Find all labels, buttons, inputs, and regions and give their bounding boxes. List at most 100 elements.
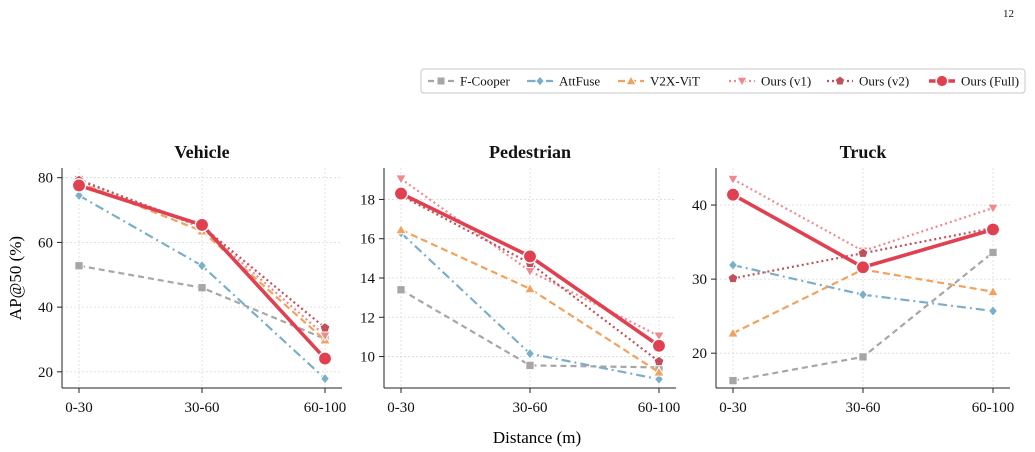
data-point [394,223,408,235]
legend-marker [625,74,637,86]
panel-vehicle: Vehicle 20 40 60 80 0-30 30-60 60-100 [38,142,346,416]
series-line [732,226,994,280]
data-point [652,331,666,343]
legend-marker [736,76,748,88]
y-axis-label: AP@50 (%) [6,236,25,320]
data-point [986,203,1000,215]
data-point [196,259,208,272]
data-point [725,187,741,202]
data-point [987,304,999,317]
legend-frame [420,68,1026,94]
series-line [400,228,660,374]
panel-title: Pedestrian [489,142,571,162]
data-point [394,174,408,186]
series-f-cooper [728,247,998,386]
series-line [78,178,326,337]
panel-title: Vehicle [174,142,229,162]
legend-item-ours-v2: Ours (v2) [827,74,909,89]
data-point [393,186,409,201]
x-tick-label: 60-100 [972,400,1015,416]
data-point [653,355,665,367]
panel-pedestrian: Pedestrian 10 12 14 16 18 0-30 30-60 60-100 [360,142,680,416]
legend-label: AttFuse [559,74,600,89]
series-ours-v1 [394,174,666,343]
data-point [197,283,207,293]
data-point [319,372,331,385]
y-tick-label: 14 [360,271,376,287]
data-point [71,178,87,193]
legend: F-Cooper AttFuse V2X-ViT Ours (v1) Ours (v2)… [420,68,1026,94]
data-point [396,285,406,295]
legend-marker [535,75,545,87]
series-ours-full [725,187,1001,275]
legend-label: Ours (v2) [859,74,909,89]
x-tick-label: 0-30 [719,400,747,416]
x-tick-label: 0-30 [65,400,93,416]
data-point [857,247,869,258]
data-point [651,338,667,354]
data-point [986,285,1000,297]
y-tick-label: 18 [360,192,375,208]
data-point [727,272,739,284]
data-point [194,217,210,233]
data-point [727,259,739,272]
data-point [522,249,538,264]
x-axis-label: Distance (m) [493,428,581,447]
y-tick-label: 16 [360,232,376,248]
y-tick-label: 40 [38,300,53,316]
legend-label: V2X-ViT [650,74,700,89]
data-point [525,360,535,371]
data-point [319,322,331,333]
y-tick-label: 40 [692,198,707,214]
series-attfuse [73,189,331,385]
legend-item-attfuse: AttFuse [527,74,600,89]
legend-item-ours-v1: Ours (v1) [729,74,811,89]
series-attfuse [727,259,999,317]
series-v2x-vit [394,223,666,377]
page-number: 12 [1003,8,1014,20]
data-point [523,282,537,294]
legend-item-f-cooper: F-Cooper [428,74,511,89]
y-tick-label: 80 [38,171,53,187]
y-tick-label: 12 [360,310,375,326]
data-point [985,222,1001,237]
legend-item-v2x-vit: V2X-ViT [618,74,700,89]
panel-title: Truck [840,142,887,162]
data-point [524,347,536,360]
data-point [726,326,740,338]
x-tick-label: 30-60 [185,400,220,416]
legend-marker [834,75,846,86]
legend-label: F-Cooper [460,74,511,89]
series-ours-full [71,178,333,366]
data-point [726,174,740,186]
x-tick-label: 60-100 [638,400,681,416]
x-tick-label: 0-30 [387,400,415,416]
y-tick-label: 30 [692,272,707,288]
x-tick-label: 60-100 [304,400,347,416]
legend-marker [436,76,446,86]
data-point [857,288,869,301]
data-point [73,189,85,202]
data-point [855,259,871,275]
data-point [728,375,738,386]
panel-truck: Truck 20 30 40 0-30 30-60 60-100 [692,142,1014,416]
y-tick-label: 20 [692,346,707,362]
y-tick-label: 10 [360,350,375,366]
series-ours-full [393,186,667,354]
data-point [858,352,868,362]
series-attfuse [395,226,665,386]
legend-label: Ours (Full) [961,74,1019,89]
y-tick-label: 20 [38,365,53,381]
data-point [523,266,537,278]
x-tick-label: 30-60 [846,400,881,416]
series-line [400,288,660,369]
legend-label: Ours (v1) [761,74,811,89]
data-point [74,261,84,271]
x-tick-label: 30-60 [513,400,548,416]
legend-item-ours-full: Ours (Full) [929,74,1019,89]
data-point [988,247,998,258]
data-point [317,351,333,366]
data-point [652,366,666,377]
